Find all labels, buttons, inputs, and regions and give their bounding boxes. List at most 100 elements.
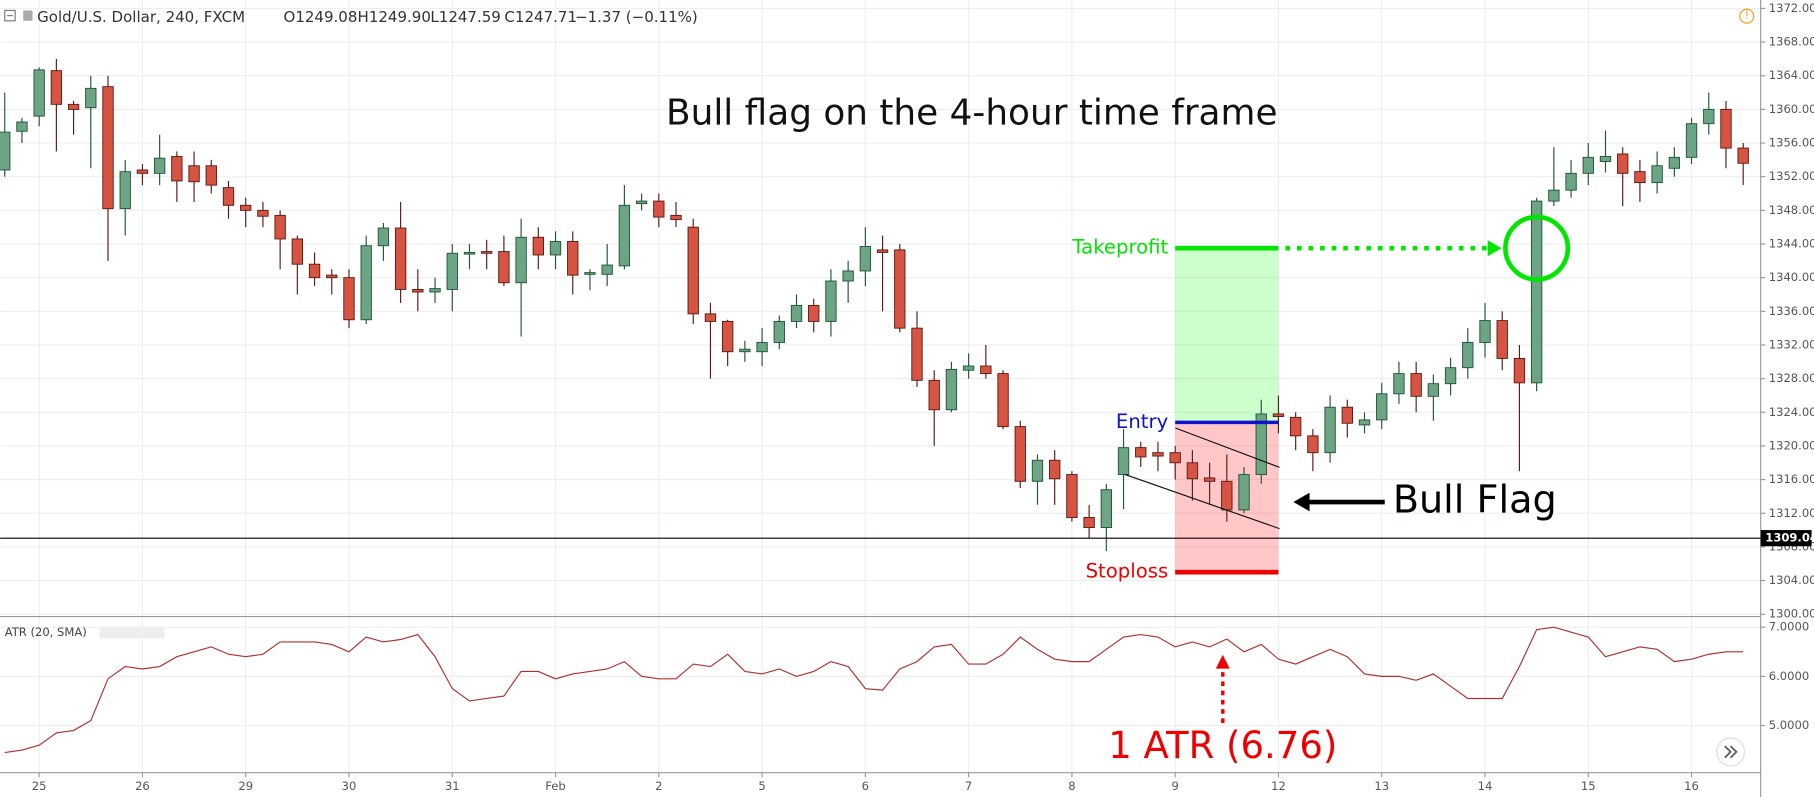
candle-body [1582,156,1594,174]
candle-body [1599,156,1612,163]
x-tick-label: 26 [135,779,150,793]
indicator-annotation: 1 ATR (6.76) [1108,724,1337,767]
candle-body [980,365,992,375]
y-tick-label: 1344.00 [1769,237,1814,251]
collapse-icon[interactable] [4,9,16,22]
candle-body [67,103,80,110]
candle-body [171,156,183,182]
profit-zone [1175,248,1279,423]
annotation: Bull Flag [1393,479,1557,523]
candle-body [394,227,407,290]
x-tick-label: 31 [445,779,460,793]
level-label: Takeprofit [1071,236,1168,259]
candle-body [1703,108,1715,125]
candle-body [222,187,235,206]
candle-body [1203,477,1216,482]
indicator-name: ATR (20, SMA) [5,625,87,639]
candle-body [1221,480,1233,511]
candle-body [257,209,269,217]
candle-body [894,249,906,329]
candle-body [739,348,751,353]
flag-line [1124,473,1280,530]
candle-body [102,86,114,210]
candle-body [1014,426,1026,482]
candle-body [1031,459,1044,482]
grid [0,0,1761,773]
candle-body [85,87,97,109]
x-tick-label: 16 [1684,779,1699,793]
symbol-icon [23,10,33,21]
candle-body [119,171,131,210]
x-tick-label: 29 [238,779,253,793]
candle-body [1152,452,1164,457]
candle-body [1496,320,1508,359]
candle-body [876,249,889,253]
y-tick-label: 1320.00 [1769,438,1814,452]
candle-body [1083,517,1095,529]
candle-body [50,70,63,105]
candle-body [360,245,372,321]
candle-body [1049,459,1061,480]
candle-body [153,157,166,174]
candle-body [33,69,45,117]
candle-body [635,200,648,205]
candle-body [859,246,872,272]
x-tick-label: 2 [655,779,662,793]
candle-body [1617,153,1629,174]
indicator-controls[interactable] [99,626,165,639]
candle-body [188,165,200,183]
last-price-label: 1309.04 [1765,531,1814,545]
candle-body [670,214,682,221]
candle-body [997,373,1009,428]
candle-body [773,320,785,343]
x-tick-label: 30 [342,779,357,793]
candle-body [1427,383,1440,397]
target-circle [1503,214,1571,282]
candle-body [481,251,493,254]
y-tick-label: 1336.00 [1769,304,1814,318]
candle-body [756,341,768,353]
candle-body [1341,406,1353,424]
y-tick-label: 1300.00 [1769,607,1814,621]
candle-body [274,214,286,240]
x-tick-label: Feb [545,779,565,793]
y-tick-label: 1368.00 [1769,35,1814,49]
candle-body [1272,413,1285,417]
x-tick-label: 5 [758,779,765,793]
candle-body [1238,474,1250,511]
header-text: C1247.71 [504,8,577,26]
candle-body [1685,123,1698,158]
candle-body [842,270,854,282]
candle-body [1530,200,1543,384]
candle-body [687,226,699,315]
candle-body [429,288,441,293]
candle-body [928,379,940,411]
last-price-box [1760,530,1812,547]
candle-body [498,251,510,284]
candle-body [1444,367,1457,385]
y-tick-label: 1356.00 [1769,136,1814,150]
y-tick-label: 6.0000 [1769,669,1809,683]
candle-body [291,238,304,265]
y-tick-label: 1312.00 [1769,506,1814,520]
candle-body [0,131,11,171]
candle-body [1324,406,1336,454]
header-text: H1249.90 [358,8,431,26]
y-tick-label: 1324.00 [1769,405,1814,419]
x-tick-label: 6 [862,779,869,793]
candle-body [1720,108,1732,149]
candle-body [343,277,355,321]
target-arrowhead [1487,240,1502,257]
annotation-arrowhead [1293,492,1310,512]
y-tick-label: 1364.00 [1769,68,1814,82]
candle-body [1289,416,1302,437]
alert-icon[interactable] [1739,8,1755,24]
candle-body [240,204,252,211]
candle-body [205,165,217,186]
candle-body [1135,447,1147,458]
candle-body [1117,447,1130,476]
candle-body [584,272,596,275]
